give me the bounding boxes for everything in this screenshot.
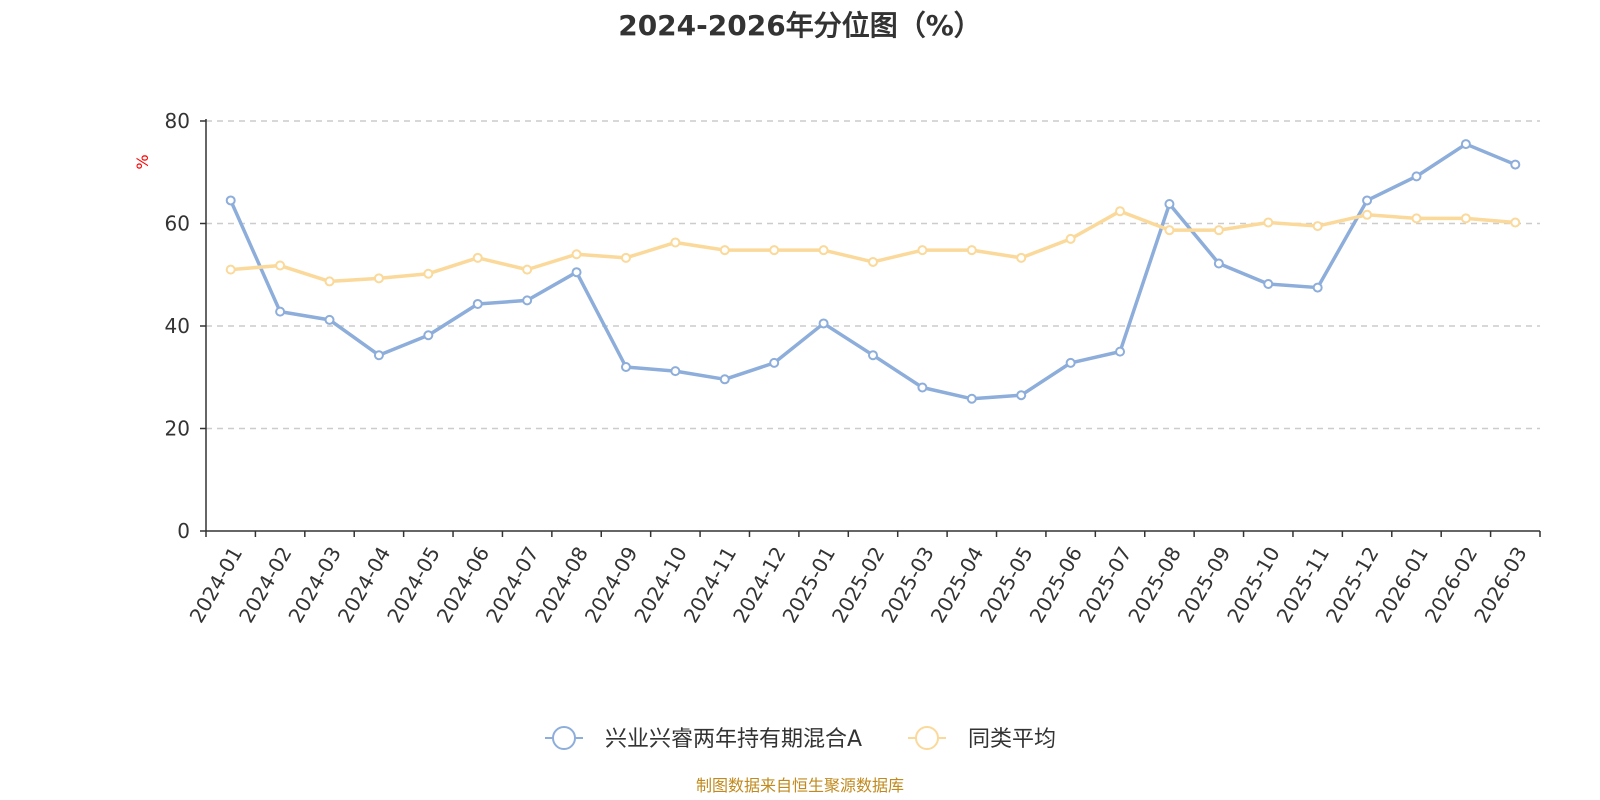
data-point	[966, 245, 977, 256]
data-point	[522, 295, 533, 306]
data-point	[423, 268, 434, 279]
data-point	[1065, 233, 1076, 244]
data-point	[966, 393, 977, 404]
legend-label: 兴业兴睿两年持有期混合A	[605, 727, 862, 752]
data-point	[225, 264, 236, 275]
legend-item[interactable]: 同类平均	[908, 726, 1056, 752]
data-point	[472, 298, 483, 309]
data-point	[1016, 390, 1027, 401]
data-point	[1115, 346, 1126, 357]
data-point	[1213, 258, 1224, 269]
legend-swatch-marker	[552, 726, 576, 750]
data-point	[522, 264, 533, 275]
y-tick-label: 60	[165, 212, 190, 236]
data-point	[1460, 139, 1471, 150]
data-point	[571, 267, 582, 278]
y-axis-label: %	[133, 154, 152, 169]
series-lines	[225, 139, 1521, 404]
legend-item[interactable]: 兴业兴睿两年持有期混合A	[545, 726, 862, 752]
data-point	[1411, 171, 1422, 182]
y-tick-label: 80	[165, 109, 190, 133]
data-point	[373, 273, 384, 284]
data-point	[472, 252, 483, 263]
data-point	[620, 362, 631, 372]
data-point	[373, 350, 384, 361]
data-point	[1362, 209, 1373, 220]
data-point	[719, 245, 730, 256]
y-tick-labels: 0 20 40 60 80	[165, 109, 190, 543]
data-point	[868, 350, 878, 361]
series-0	[225, 139, 1521, 404]
data-point	[818, 245, 829, 256]
legend-swatch-marker	[915, 726, 939, 750]
data-point	[769, 357, 780, 368]
data-point	[1263, 217, 1274, 228]
data-point	[1115, 206, 1126, 217]
series-1	[225, 206, 1521, 287]
data-point	[1411, 213, 1422, 224]
data-point	[917, 382, 928, 393]
data-point	[1312, 282, 1323, 293]
data-point	[1460, 213, 1471, 224]
data-point	[324, 314, 335, 325]
data-point	[868, 256, 878, 267]
data-point	[1510, 217, 1521, 228]
data-point	[1016, 252, 1027, 263]
data-point	[719, 374, 730, 385]
data-point	[1263, 278, 1274, 289]
data-point	[1312, 221, 1323, 232]
data-point	[324, 276, 335, 287]
y-tick-label: 20	[165, 417, 190, 441]
y-tick-label: 40	[165, 314, 190, 338]
data-point	[917, 245, 928, 256]
data-point	[225, 195, 236, 206]
data-point	[423, 330, 434, 341]
legend: 兴业兴睿两年持有期混合A 同类平均	[545, 726, 1056, 752]
chart-title: 2024-2026年分位图（%）	[618, 9, 982, 42]
legend-label: 同类平均	[968, 727, 1056, 752]
data-point	[620, 252, 631, 263]
data-point	[670, 366, 681, 377]
data-point	[275, 306, 286, 317]
x-tick-labels: 2024-012024-022024-032024-042024-052024-…	[185, 542, 1532, 626]
data-point	[571, 249, 582, 260]
data-point	[1510, 159, 1521, 170]
data-point	[1164, 225, 1175, 236]
data-point	[1213, 225, 1224, 236]
data-point	[769, 245, 780, 256]
series-line	[230, 209, 1516, 284]
data-point	[818, 318, 829, 329]
series-line	[229, 142, 1516, 401]
source-note: 制图数据来自恒生聚源数据库	[695, 776, 904, 795]
data-point	[1164, 199, 1175, 210]
axes	[200, 119, 1541, 537]
data-point	[1362, 195, 1373, 206]
data-point	[670, 237, 681, 248]
y-tick-label: 0	[177, 519, 190, 543]
data-point	[275, 260, 286, 271]
data-point	[1065, 357, 1076, 368]
